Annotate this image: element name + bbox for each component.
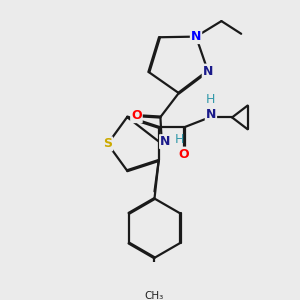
Text: H: H <box>206 93 216 106</box>
Text: N: N <box>160 135 170 148</box>
Text: CH₃: CH₃ <box>145 291 164 300</box>
Text: O: O <box>131 109 142 122</box>
Text: H: H <box>175 133 184 146</box>
Text: N: N <box>191 30 201 43</box>
Text: N: N <box>206 107 216 121</box>
Text: O: O <box>179 148 189 160</box>
Text: N: N <box>203 64 213 78</box>
Text: S: S <box>103 137 112 150</box>
